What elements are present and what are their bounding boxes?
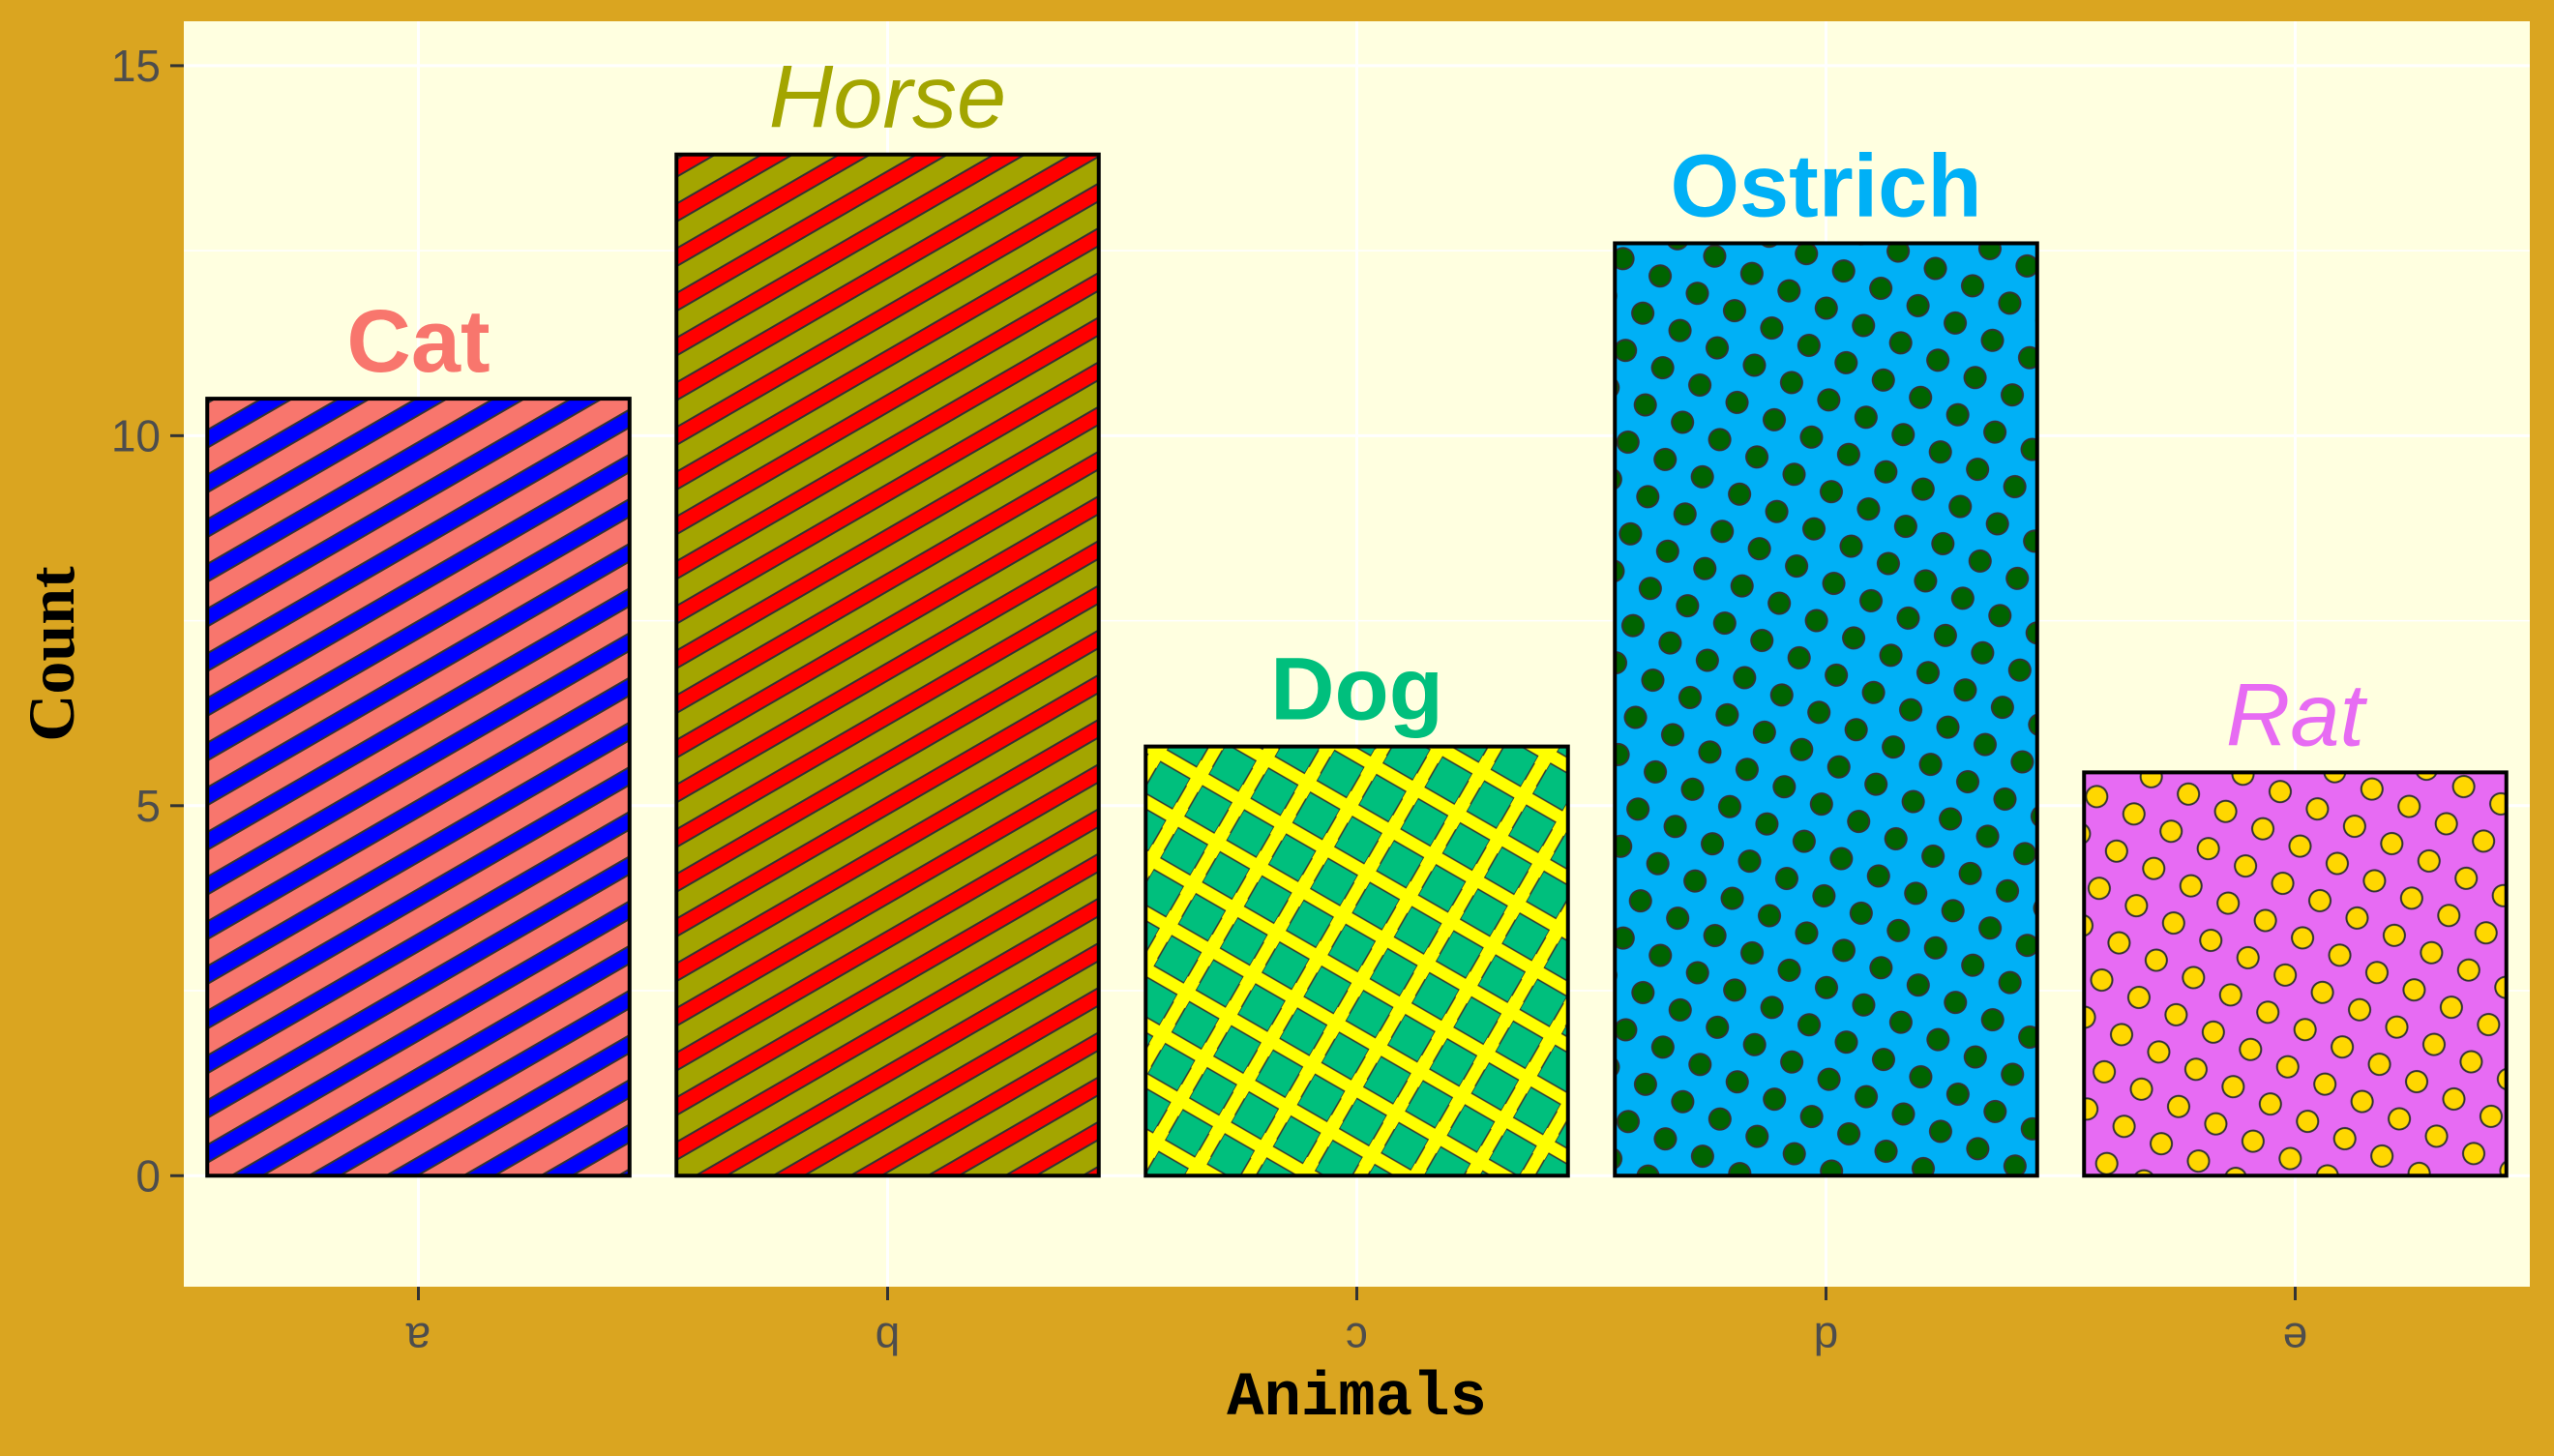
x-tick-label: e xyxy=(2283,1314,2308,1364)
y-tick-label: 5 xyxy=(135,781,161,831)
bar-e xyxy=(2082,770,2509,1178)
y-tick-label: 15 xyxy=(111,41,161,91)
bar-label: Dog xyxy=(1270,640,1443,739)
bar-c xyxy=(1143,744,1570,1178)
bar-label: Rat xyxy=(2226,666,2368,764)
bar-b xyxy=(674,152,1101,1178)
y-axis-title: Count xyxy=(15,566,88,742)
x-axis-title: Animals xyxy=(1227,1364,1487,1434)
x-axis: a b c d e xyxy=(405,1287,2307,1364)
x-tick-label: b xyxy=(876,1314,901,1364)
x-tick-label: a xyxy=(405,1314,431,1364)
x-tick-label: d xyxy=(1814,1314,1839,1364)
x-tick-label: c xyxy=(1346,1314,1368,1364)
bar-label: Horse xyxy=(769,48,1006,147)
bar-a xyxy=(205,397,632,1178)
bar-d xyxy=(1613,241,2039,1178)
bar-labels: Cat Horse Dog Ostrich Rat xyxy=(346,48,2367,765)
y-tick-label: 10 xyxy=(111,410,161,461)
bar-label: Ostrich xyxy=(1670,136,1981,235)
bar-label: Cat xyxy=(346,292,490,391)
y-axis: 0 5 10 15 xyxy=(111,41,184,1201)
y-tick-label: 0 xyxy=(135,1150,161,1201)
bars xyxy=(205,152,2509,1178)
